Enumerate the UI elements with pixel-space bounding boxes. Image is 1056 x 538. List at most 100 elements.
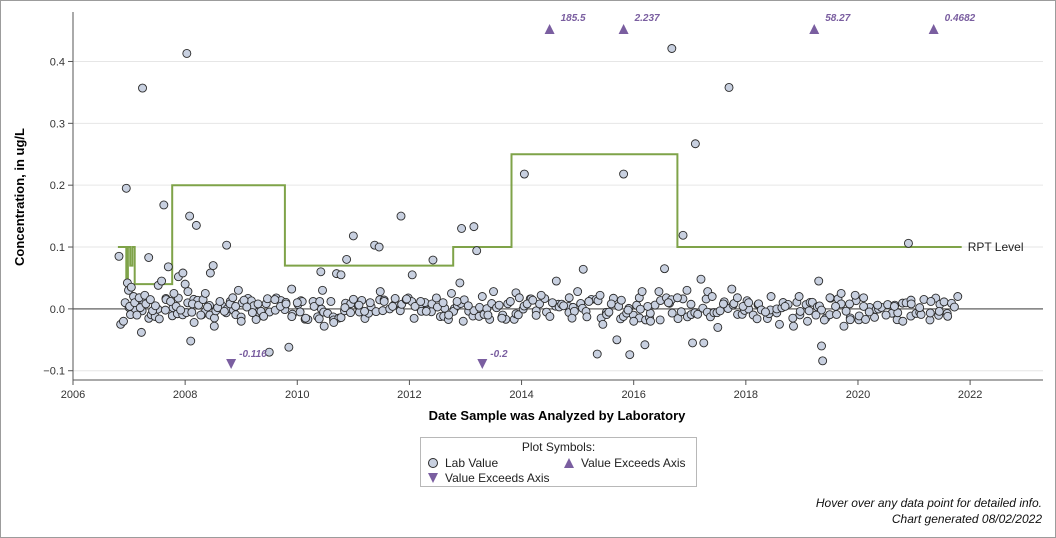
lab-value-point <box>428 255 438 265</box>
exceeds-high-label: 0.4682 <box>945 13 976 24</box>
y-tick-label: 0.0 <box>50 304 65 316</box>
lab-value-point <box>889 301 899 311</box>
lab-value-point <box>458 316 468 326</box>
exceeds-low-label: -0.116 <box>239 349 267 360</box>
lab-value-point <box>121 183 131 193</box>
lab-value-point <box>646 316 655 326</box>
lab-value-point <box>388 301 398 311</box>
x-tick-label: 2018 <box>734 389 758 401</box>
lab-value-point <box>513 310 523 320</box>
lab-value-point <box>438 298 448 308</box>
lab-value-point <box>119 316 128 326</box>
exceeds-high-marker <box>618 24 629 34</box>
lab-value-point <box>287 284 297 294</box>
lab-value-point <box>375 287 385 297</box>
lab-value-point <box>718 299 728 309</box>
lab-value-point <box>455 278 465 288</box>
lab-value-point <box>203 302 213 312</box>
lab-value-point <box>483 310 493 320</box>
lab-value-point <box>551 276 561 286</box>
lab-value-point <box>270 295 280 305</box>
lab-value-point <box>606 299 616 309</box>
lab-value-point <box>949 302 959 312</box>
lab-value-point <box>407 270 417 280</box>
lab-value-point <box>287 312 297 322</box>
triangle-up-icon <box>564 458 574 468</box>
lab-value-point <box>545 312 555 321</box>
lab-value-point <box>159 200 169 210</box>
lab-value-point <box>707 292 717 301</box>
exceeds-high-marker <box>544 24 555 34</box>
lab-value-point <box>676 307 686 317</box>
lab-value-point <box>176 305 186 315</box>
lab-value-point <box>584 297 594 306</box>
triangle-down-icon <box>428 473 438 483</box>
y-tick-label: 0.2 <box>50 180 65 192</box>
exceeds-high-marker <box>928 24 939 34</box>
lab-value-point <box>505 297 515 306</box>
lab-value-point <box>939 297 949 307</box>
lab-value-point <box>906 299 916 309</box>
lab-value-point <box>475 302 484 312</box>
lab-value-point <box>592 349 602 359</box>
lab-value-point <box>536 290 546 300</box>
lab-value-point <box>452 297 462 306</box>
lab-value-point <box>365 298 375 308</box>
lab-value-point <box>915 303 925 313</box>
lab-value-point <box>727 284 737 294</box>
lab-value-point <box>292 298 302 308</box>
lab-value-point <box>672 293 682 303</box>
lab-value-point <box>825 293 835 303</box>
lab-value-point <box>864 307 874 317</box>
y-axis-label: Concentration, in ug/L <box>12 128 27 266</box>
circle-icon <box>428 458 438 468</box>
lab-value-point <box>925 308 935 318</box>
lab-value-point <box>295 307 305 317</box>
lab-value-point <box>732 293 742 303</box>
lab-value-point <box>766 292 776 301</box>
lab-value-point <box>547 298 557 308</box>
lab-value-point <box>431 293 441 303</box>
lab-value-point <box>247 308 257 318</box>
lab-value-point <box>421 306 431 316</box>
legend-label: Lab Value <box>445 456 499 470</box>
lab-value-point <box>489 287 498 297</box>
lab-value-point <box>693 309 703 319</box>
lab-value-point <box>953 292 963 301</box>
lab-value-point <box>402 294 412 304</box>
lab-value-point <box>573 287 583 297</box>
exceeds-high-marker <box>809 24 820 34</box>
lab-value-point <box>136 327 146 337</box>
lab-value-point <box>457 224 467 233</box>
lab-value-point <box>336 313 346 323</box>
lab-value-point <box>567 313 577 323</box>
lab-value-point <box>145 295 155 305</box>
lab-value-point <box>166 297 176 306</box>
legend: Plot Symbols: Lab Value Value Exceeds Ax… <box>420 437 697 487</box>
lab-value-point <box>841 306 851 316</box>
lab-value-point <box>379 297 389 306</box>
lab-value-point <box>794 292 804 301</box>
lab-value-point <box>114 251 124 261</box>
lab-value-point <box>242 302 252 312</box>
lab-value-point <box>309 301 319 311</box>
x-tick-label: 2016 <box>621 389 645 401</box>
lab-value-point <box>336 270 346 280</box>
lab-value-point <box>157 276 167 286</box>
lab-value-point <box>635 304 645 314</box>
lab-value-point <box>185 211 195 221</box>
lab-value-point <box>582 312 592 322</box>
lab-value-point <box>643 301 653 311</box>
lab-value-point <box>795 306 805 316</box>
lab-value-point <box>396 211 406 221</box>
lab-value-point <box>205 268 215 278</box>
lab-value-point <box>259 311 269 321</box>
lab-value-point <box>182 48 192 58</box>
lab-value-point <box>531 310 541 320</box>
lab-value-point <box>219 306 229 316</box>
lab-value-point <box>191 220 201 230</box>
lab-value-point <box>819 315 829 325</box>
lab-value-point <box>803 316 812 326</box>
lab-value-point <box>845 299 855 309</box>
